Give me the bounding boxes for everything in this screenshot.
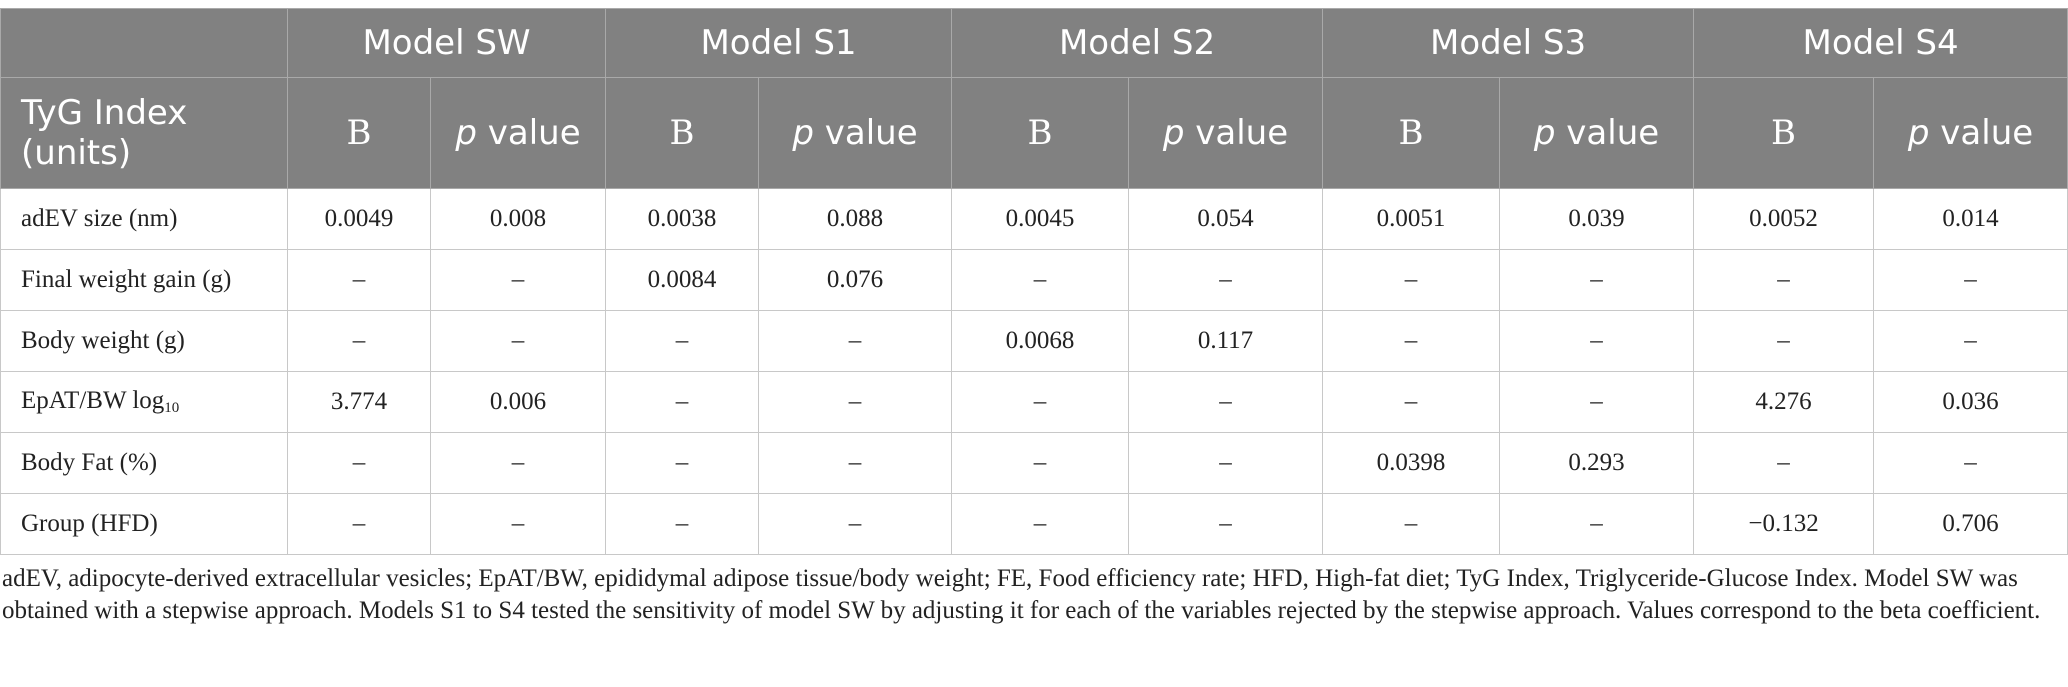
b-value-cell: – [287, 249, 431, 311]
b-value-cell: – [287, 493, 431, 555]
row-label: Group (HFD) [0, 493, 288, 555]
table-row: Body Fat (%) – – – – – –0.0398 0.293– – [0, 432, 2068, 494]
row-label: adEV size (nm) [0, 188, 288, 250]
b-value-cell: – [605, 493, 759, 555]
b-column-header: B [605, 77, 759, 189]
b-value-cell: – [605, 432, 759, 494]
model-header: Model S2 [951, 8, 1324, 78]
p-value-cell: – [1873, 249, 2068, 311]
b-value-cell: – [1693, 249, 1875, 311]
p-value-cell: 0.076 [757, 249, 953, 311]
b-value-cell: 0.0052 [1693, 188, 1875, 250]
model-header: Model SW [287, 8, 606, 78]
p-value-cell: – [1499, 493, 1695, 555]
b-value-cell: – [951, 371, 1130, 433]
p-value-cell: – [757, 371, 953, 433]
p-value-cell: 0.039 [1499, 188, 1695, 250]
b-value-cell: – [951, 249, 1130, 311]
b-column-header: B [1693, 77, 1875, 189]
p-value-cell: – [1499, 310, 1695, 372]
row-label: Body weight (g) [0, 310, 288, 372]
results-table: Model SW Model S1 Model S2 Model S3 Mode… [0, 8, 2068, 555]
b-value-cell: 0.0084 [605, 249, 759, 311]
table-body: adEV size (nm) 0.0049 0.008 0.0038 0.088 0.00… [0, 188, 2068, 555]
b-value-cell: – [951, 432, 1130, 494]
b-value-cell: – [1322, 249, 1501, 311]
model-header: Model S4 [1693, 8, 2068, 78]
p-value-column-header: p value [1873, 77, 2068, 189]
p-value-cell: – [1128, 249, 1324, 311]
corner-cell [0, 8, 288, 78]
row-label: Body Fat (%) [0, 432, 288, 494]
p-value-cell: – [430, 310, 606, 372]
p-value-cell: – [757, 432, 953, 494]
row-header-title: TyG Index (units) [0, 77, 288, 189]
b-value-cell: 0.0051 [1322, 188, 1501, 250]
p-value-cell: 0.006 [430, 371, 606, 433]
p-value-cell: 0.088 [757, 188, 953, 250]
b-column-header: B [951, 77, 1130, 189]
b-column-header: B [287, 77, 431, 189]
b-value-cell: 0.0068 [951, 310, 1130, 372]
model-header: Model S3 [1322, 8, 1695, 78]
table-row: adEV size (nm) 0.0049 0.008 0.0038 0.088 0.00… [0, 188, 2068, 250]
p-value-cell: 0.706 [1873, 493, 2068, 555]
p-value-column-header: p value [1128, 77, 1324, 189]
b-value-cell: 0.0038 [605, 188, 759, 250]
table-container: Model SW Model S1 Model S2 Model S3 Mode… [0, 8, 2068, 627]
p-value-cell: – [1499, 371, 1695, 433]
b-value-cell: – [1322, 493, 1501, 555]
p-value-cell: 0.014 [1873, 188, 2068, 250]
b-column-header: B [1322, 77, 1501, 189]
sub-header-row: TyG Index (units) B p value B p value B … [0, 77, 2068, 189]
p-value-cell: 0.008 [430, 188, 606, 250]
p-value-cell: – [757, 493, 953, 555]
model-header: Model S1 [604, 8, 953, 78]
table-row: Body weight (g) – – – –0.0068 0.117– – – – [0, 310, 2068, 372]
b-value-cell: 0.0049 [287, 188, 431, 250]
b-value-cell: 3.774 [287, 371, 431, 433]
p-value-cell: 0.054 [1128, 188, 1324, 250]
table-footnote: adEV, adipocyte-derived extracellular ve… [2, 565, 2041, 624]
p-value-cell: – [1128, 432, 1324, 494]
row-label: EpAT/BW log10 [0, 371, 288, 433]
row-label: Final weight gain (g) [0, 249, 288, 311]
p-value-cell: – [1128, 371, 1324, 433]
b-value-cell: – [287, 432, 431, 494]
p-value-cell: 0.036 [1873, 371, 2068, 433]
b-value-cell: – [605, 371, 759, 433]
p-value-cell: – [1128, 493, 1324, 555]
p-value-cell: 0.293 [1499, 432, 1695, 494]
b-value-cell: 0.0398 [1322, 432, 1501, 494]
p-value-column-header: p value [757, 77, 953, 189]
table-row: Group (HFD) – – – – – – – – −0.132 0.706 [0, 493, 2068, 555]
table-row: Final weight gain (g) – –0.0084 0.076– – – – – – [0, 249, 2068, 311]
b-value-cell: – [1693, 432, 1875, 494]
b-value-cell: – [1322, 371, 1501, 433]
p-value-cell: 0.117 [1128, 310, 1324, 372]
p-value-column-header: p value [430, 77, 606, 189]
p-value-cell: – [1873, 310, 2068, 372]
b-value-cell: – [287, 310, 431, 372]
p-value-cell: – [430, 493, 606, 555]
p-value-cell: – [757, 310, 953, 372]
b-value-cell: −0.132 [1693, 493, 1875, 555]
b-value-cell: 0.0045 [951, 188, 1130, 250]
p-value-cell: – [430, 432, 606, 494]
b-value-cell: 4.276 [1693, 371, 1875, 433]
b-value-cell: – [605, 310, 759, 372]
b-value-cell: – [951, 493, 1130, 555]
p-value-cell: – [1873, 432, 2068, 494]
p-value-column-header: p value [1499, 77, 1695, 189]
table-row: EpAT/BW log10 3.774 0.006– – – – – –4.276 0.036 [0, 371, 2068, 433]
b-value-cell: – [1322, 310, 1501, 372]
p-value-cell: – [1499, 249, 1695, 311]
b-value-cell: – [1693, 310, 1875, 372]
p-value-cell: – [430, 249, 606, 311]
model-header-row: Model SW Model S1 Model S2 Model S3 Mode… [0, 8, 2068, 78]
